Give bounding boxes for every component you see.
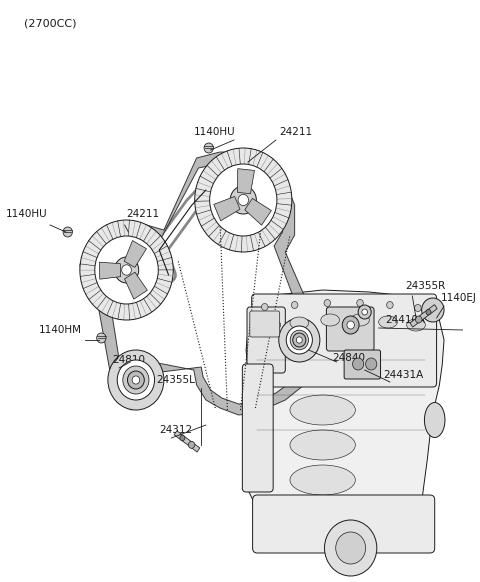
FancyBboxPatch shape bbox=[252, 294, 437, 387]
Circle shape bbox=[279, 318, 320, 362]
Circle shape bbox=[117, 360, 155, 400]
Circle shape bbox=[188, 441, 195, 448]
Text: 1140EJ: 1140EJ bbox=[440, 293, 476, 303]
Circle shape bbox=[342, 316, 359, 334]
Ellipse shape bbox=[290, 500, 355, 530]
Text: 24211: 24211 bbox=[279, 127, 312, 137]
FancyBboxPatch shape bbox=[344, 350, 381, 379]
FancyBboxPatch shape bbox=[252, 495, 435, 553]
Text: 24355R: 24355R bbox=[405, 281, 445, 291]
Circle shape bbox=[415, 304, 421, 311]
Circle shape bbox=[290, 330, 309, 350]
Ellipse shape bbox=[290, 430, 355, 460]
Circle shape bbox=[204, 143, 214, 153]
FancyBboxPatch shape bbox=[326, 307, 374, 351]
Text: 1140HU: 1140HU bbox=[6, 209, 47, 219]
Text: 24410A: 24410A bbox=[385, 315, 425, 325]
Circle shape bbox=[416, 316, 422, 323]
Text: (2700CC): (2700CC) bbox=[24, 18, 76, 28]
Circle shape bbox=[347, 321, 354, 329]
Text: 24840: 24840 bbox=[332, 353, 365, 363]
FancyBboxPatch shape bbox=[242, 364, 273, 492]
Circle shape bbox=[426, 310, 431, 315]
Circle shape bbox=[291, 301, 298, 308]
FancyBboxPatch shape bbox=[247, 307, 285, 373]
Circle shape bbox=[352, 358, 364, 370]
Circle shape bbox=[95, 236, 158, 304]
Text: 24355L: 24355L bbox=[156, 375, 195, 385]
Circle shape bbox=[324, 520, 377, 576]
Circle shape bbox=[96, 333, 106, 343]
Text: 24810: 24810 bbox=[112, 355, 145, 365]
Polygon shape bbox=[245, 198, 271, 225]
Ellipse shape bbox=[379, 316, 397, 328]
FancyBboxPatch shape bbox=[250, 311, 280, 337]
Circle shape bbox=[286, 326, 312, 354]
Ellipse shape bbox=[262, 319, 281, 331]
Circle shape bbox=[238, 194, 249, 205]
Text: 24211: 24211 bbox=[127, 209, 160, 219]
Circle shape bbox=[114, 257, 139, 283]
Ellipse shape bbox=[321, 314, 339, 326]
Circle shape bbox=[230, 186, 256, 214]
Circle shape bbox=[357, 300, 363, 307]
Circle shape bbox=[132, 376, 140, 384]
Circle shape bbox=[421, 298, 444, 322]
Ellipse shape bbox=[290, 395, 355, 425]
Text: 1140HM: 1140HM bbox=[39, 325, 82, 335]
Circle shape bbox=[362, 309, 368, 315]
Ellipse shape bbox=[351, 314, 369, 326]
Polygon shape bbox=[124, 272, 147, 299]
Polygon shape bbox=[80, 152, 318, 415]
Ellipse shape bbox=[290, 465, 355, 495]
Polygon shape bbox=[410, 304, 437, 327]
Circle shape bbox=[293, 333, 306, 347]
Circle shape bbox=[63, 227, 72, 237]
Circle shape bbox=[210, 164, 277, 236]
Circle shape bbox=[296, 337, 302, 343]
Circle shape bbox=[386, 301, 393, 308]
Text: 1140HU: 1140HU bbox=[194, 127, 236, 137]
Circle shape bbox=[122, 265, 132, 275]
Circle shape bbox=[366, 358, 377, 370]
Ellipse shape bbox=[407, 319, 425, 331]
Text: 24431A: 24431A bbox=[384, 370, 424, 380]
Circle shape bbox=[108, 350, 164, 410]
Circle shape bbox=[358, 305, 371, 319]
Circle shape bbox=[262, 303, 268, 311]
Circle shape bbox=[80, 220, 173, 320]
Polygon shape bbox=[238, 169, 254, 194]
Circle shape bbox=[195, 148, 292, 252]
Ellipse shape bbox=[290, 317, 309, 329]
Polygon shape bbox=[246, 290, 444, 555]
Polygon shape bbox=[124, 240, 146, 267]
Circle shape bbox=[128, 371, 144, 389]
Polygon shape bbox=[99, 262, 120, 279]
Circle shape bbox=[324, 300, 331, 307]
Circle shape bbox=[336, 532, 366, 564]
Polygon shape bbox=[214, 197, 240, 221]
Polygon shape bbox=[174, 431, 200, 452]
Circle shape bbox=[123, 366, 149, 394]
Text: 24312: 24312 bbox=[159, 425, 192, 435]
Circle shape bbox=[180, 435, 185, 441]
Ellipse shape bbox=[424, 403, 445, 438]
